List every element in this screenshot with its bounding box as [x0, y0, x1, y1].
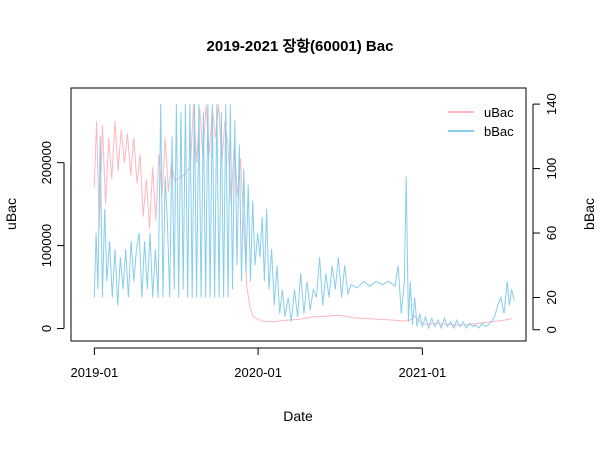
series-line-ubac — [93, 104, 513, 326]
x-axis: 2019-01 2020-01 2021-01 — [70, 347, 446, 380]
chart-title: 2019-2021 장항(60001) Bac — [207, 37, 394, 55]
y-right-tick-label: 140 — [544, 93, 559, 115]
y-axis-right-title: bBac — [581, 198, 597, 230]
x-tick-label: 2019-01 — [70, 365, 118, 380]
series-line-bbac — [93, 104, 515, 330]
y-axis-right: 0 20 60 100 140 — [532, 93, 559, 333]
legend-label-ubac: uBac — [484, 105, 514, 120]
x-axis-title: Date — [283, 408, 313, 424]
y-left-tick-label: 200000 — [39, 141, 54, 184]
x-tick-label: 2021-01 — [398, 365, 446, 380]
plot-frame — [70, 87, 527, 342]
series-layer — [93, 104, 515, 330]
y-right-tick-label: 20 — [544, 290, 559, 304]
y-right-tick-label: 0 — [544, 326, 559, 333]
x-tick-label: 2020-01 — [234, 365, 282, 380]
y-right-tick-label: 100 — [544, 158, 559, 180]
y-left-tick-label: 100000 — [39, 224, 54, 267]
legend-label-bbac: bBac — [484, 124, 514, 139]
y-axis-left-title: uBac — [3, 198, 19, 230]
y-right-tick-label: 60 — [544, 226, 559, 240]
y-axis-left: 0 100000 200000 — [39, 141, 65, 332]
y-left-tick-label: 0 — [39, 325, 54, 332]
legend: uBac bBac — [448, 105, 514, 139]
